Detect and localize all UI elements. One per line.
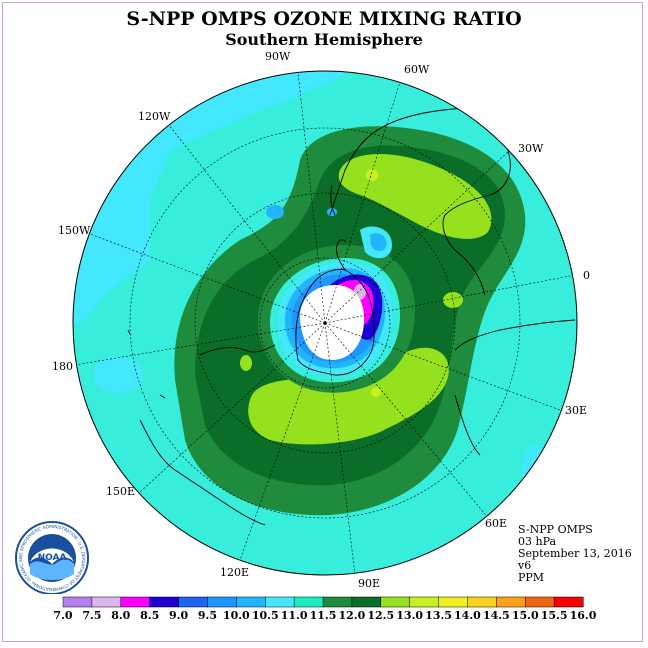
australia-region-west: [199, 344, 276, 356]
field-10-0-spot-3: [370, 233, 387, 252]
south-america-tip: [330, 184, 336, 216]
field-12-5-south: [248, 347, 449, 445]
latitude-circle-1: [259, 257, 391, 389]
meridian-150w: [84, 231, 326, 324]
latitude-circle-3: [129, 127, 521, 519]
polar-no-data: [299, 285, 365, 360]
meridian-60e: [324, 322, 491, 521]
logo-text: NOAA: [38, 553, 67, 563]
lon-label-120e: 120E: [220, 566, 249, 579]
map-boundary: [72, 70, 578, 576]
australia-coast: [139, 419, 266, 526]
field-13-0-spot: [366, 169, 378, 181]
info-level: 03 hPa: [518, 535, 557, 548]
lon-label-180: 180: [52, 360, 73, 373]
lon-label-60w: 60W: [404, 63, 430, 76]
info-instrument: S-NPP OMPS: [518, 523, 593, 536]
field-13-0-spot-south: [371, 387, 381, 397]
field-10-5-west: [93, 357, 143, 393]
lon-label-150w: 150W: [58, 224, 91, 237]
lon-label-60e: 60E: [485, 517, 507, 530]
meridian-120e: [239, 322, 326, 561]
lon-label-90w: 90W: [265, 50, 291, 63]
lon-label-120w: 120W: [138, 110, 171, 123]
meridian-150e: [139, 322, 326, 493]
field-12-5-small: [240, 355, 252, 371]
graticule: [74, 71, 576, 575]
info-version: v6: [518, 559, 532, 572]
logo-bird: [30, 548, 74, 564]
field-10-5-north: [190, 71, 345, 125]
field-10-5-southeast: [523, 445, 547, 495]
meridian-120w: [164, 119, 326, 324]
madagascar: [454, 394, 481, 456]
antarctic-peninsula: [336, 239, 347, 271]
longitude-labels: 90W 60W 30W 0 30E 60E 90E 120E 150E 180 …: [52, 50, 590, 590]
meridian-30e: [324, 322, 561, 411]
field-10-0-spot: [266, 205, 284, 219]
noaa-logo: NOAA NATIONAL OCEANIC AND ATMOSPHERIC AD…: [12, 518, 89, 594]
latitude-circle-2: [194, 192, 456, 454]
map-title: S-NPP OMPS OZONE MIXING RATIO: [126, 8, 522, 30]
island-2: [159, 394, 166, 399]
lon-label-0: 0: [583, 269, 590, 282]
meridian-0: [324, 274, 576, 324]
lon-label-30e: 30E: [565, 404, 587, 417]
info-units: PPM: [518, 571, 545, 584]
info-date: September 13, 2016: [518, 547, 632, 560]
lon-label-150e: 150E: [106, 485, 135, 498]
africa-coast: [454, 319, 576, 351]
info-block: S-NPP OMPS 03 hPa September 13, 2016 v6 …: [518, 524, 632, 584]
map-subtitle: Southern Hemisphere: [225, 30, 423, 49]
lon-label-30w: 30W: [518, 142, 544, 155]
logo-wave: [30, 559, 74, 580]
island-1: [127, 329, 131, 335]
lon-label-90e: 90E: [358, 577, 380, 590]
antarctica-coast: [295, 269, 375, 376]
ozone-field: [73, 71, 577, 575]
